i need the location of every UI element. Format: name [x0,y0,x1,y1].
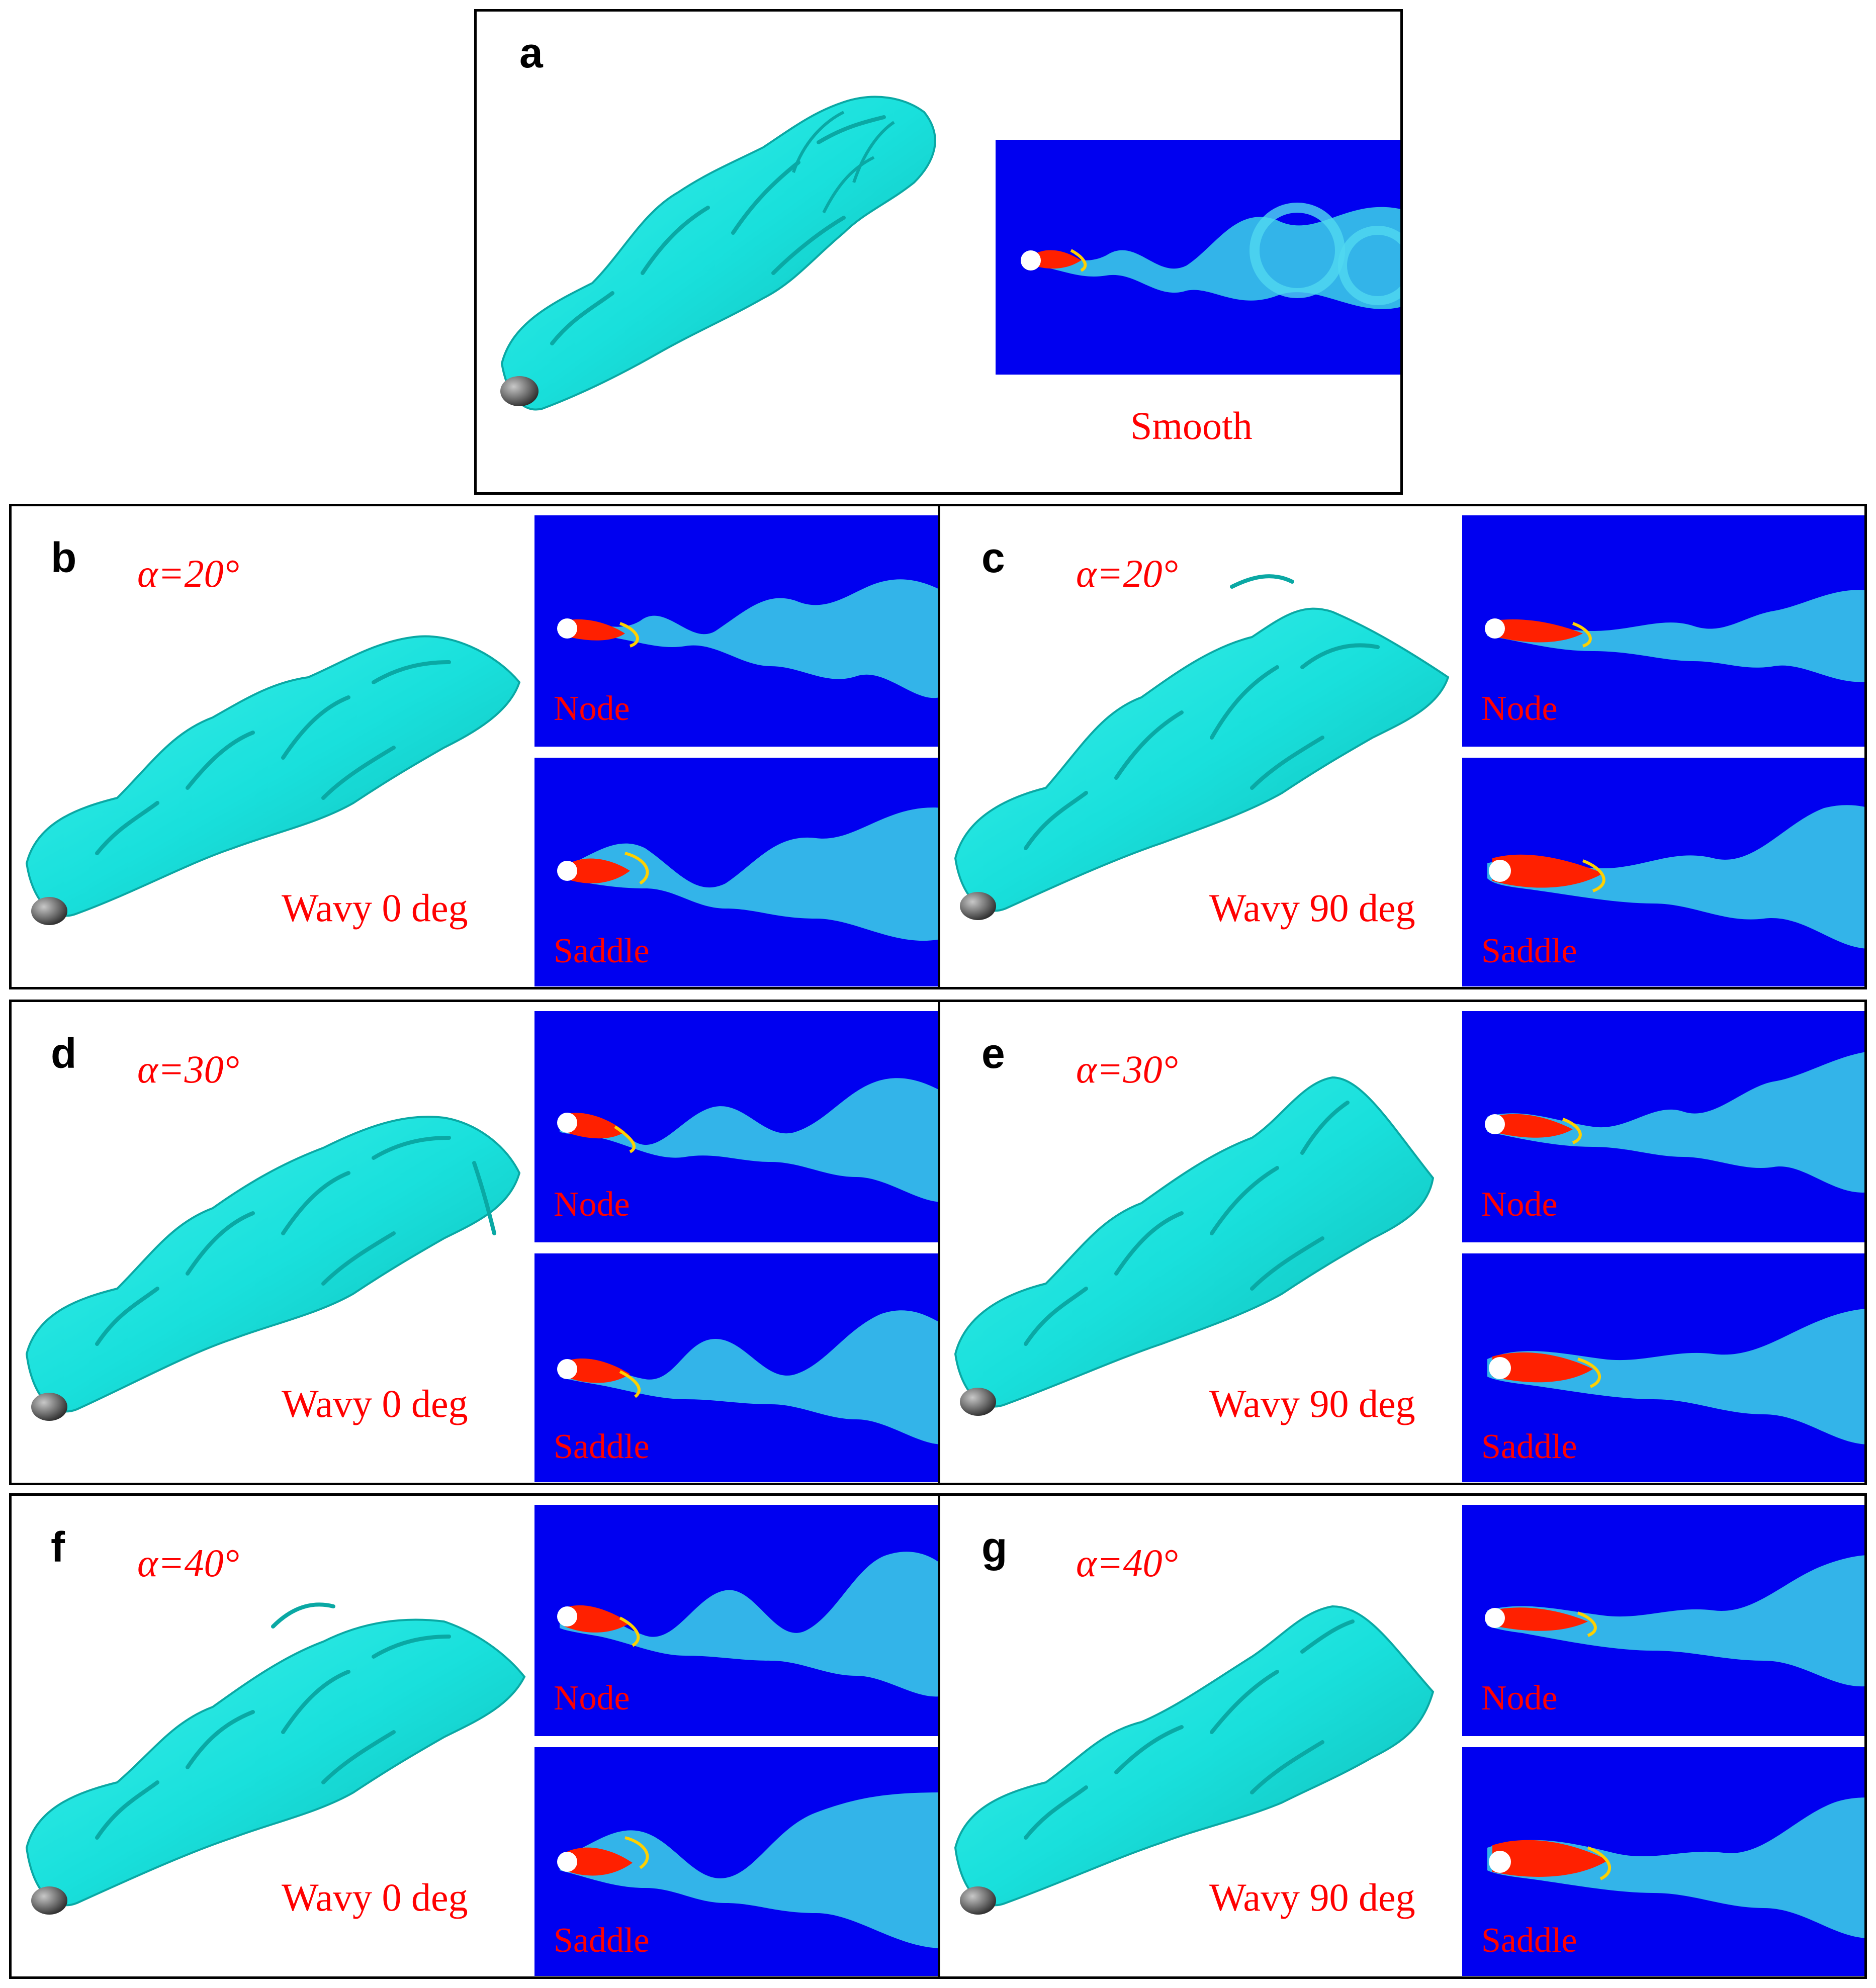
slice-label: Node [554,689,630,728]
vorticity-slice-image [996,140,1400,375]
slice-label: Saddle [554,932,650,970]
panel-g: g α=40° Wavy 90 deg Node Saddle [938,1493,1867,1979]
vorticity-slice-node: Node [534,1011,938,1242]
panel-letter: e [981,1030,1005,1077]
vortex-isosurface-image [950,1052,1458,1439]
vorticity-slice-node: Node [534,1505,938,1736]
case-caption: Smooth [1130,404,1253,447]
alpha-label: α=40° [137,1541,239,1585]
case-caption: Wavy 0 deg [282,1382,468,1425]
vortex-isosurface-image [492,82,959,424]
slice-label: Node [554,1679,630,1718]
slice-label: Saddle [1481,1427,1577,1466]
slice-label: Saddle [1481,932,1577,970]
case-caption: Wavy 90 deg [1209,886,1415,930]
vorticity-slice-saddle: Saddle [1462,1253,1864,1482]
vorticity-slice-saddle: Saddle [1462,1747,1864,1976]
vortex-isosurface-image [22,1556,529,1933]
slice-label: Saddle [554,1427,650,1466]
isosurface-svg [500,96,936,411]
alpha-label: α=40° [1076,1541,1178,1585]
vorticity-slice-saddle: Saddle [534,1747,938,1976]
slice-label: Node [1481,1679,1558,1718]
panel-letter: a [519,29,543,76]
case-caption: Wavy 90 deg [1209,1875,1415,1919]
vorticity-slice-saddle: Saddle [534,758,938,986]
alpha-label: α=20° [1076,552,1178,595]
vorticity-slice-node: Node [1462,1011,1864,1242]
vorticity-slice-node: Node [534,515,938,747]
vortex-isosurface-image [22,582,529,944]
slice-label: Node [1481,689,1558,728]
panel-letter: f [51,1523,65,1571]
case-caption: Wavy 90 deg [1209,1382,1415,1425]
panel-c: c α=20° Wavy 90 deg Node Saddle [938,504,1867,989]
panel-f: f α=40° Wavy 0 deg Node Saddle [9,1493,940,1979]
panel-e: e α=30° Wavy 90 deg Node Saddle [938,1000,1867,1485]
cylinder-icon [960,1886,996,1915]
alpha-label: α=30° [1076,1047,1178,1091]
panel-a: a Smooth [474,9,1403,495]
panel-b: b α=20° Wavy 0 deg Node Saddle [9,504,940,989]
cylinder-icon [31,1886,67,1915]
cylinder-icon [31,1393,67,1421]
vortex-isosurface-image [950,557,1458,944]
panel-letter: g [981,1523,1008,1571]
vorticity-slice-saddle: Saddle [534,1253,938,1482]
cylinder-icon [500,376,539,406]
cylinder-section [1021,250,1041,270]
vortex-isosurface-image [22,1062,529,1439]
vorticity-slice-node: Node [1462,1505,1864,1736]
cylinder-icon [960,1388,996,1416]
alpha-label: α=20° [137,552,239,595]
vorticity-slice-saddle: Saddle [1462,758,1864,986]
panel-d: d α=30° Wavy 0 deg Node Saddle [9,1000,940,1485]
slice-label: Node [554,1185,630,1224]
cylinder-icon [31,897,67,925]
case-caption: Wavy 0 deg [282,886,468,930]
case-caption: Wavy 0 deg [282,1875,468,1919]
panel-letter: d [51,1030,77,1077]
slice-label: Saddle [1481,1921,1577,1960]
vorticity-slice-node: Node [1462,515,1864,747]
panel-letter: b [51,534,77,581]
vortex-isosurface-image [950,1566,1458,1933]
slice-label: Saddle [554,1921,650,1960]
cylinder-icon [960,892,996,920]
slice-label: Node [1481,1185,1558,1224]
alpha-label: α=30° [137,1047,239,1091]
panel-letter: c [981,534,1005,581]
